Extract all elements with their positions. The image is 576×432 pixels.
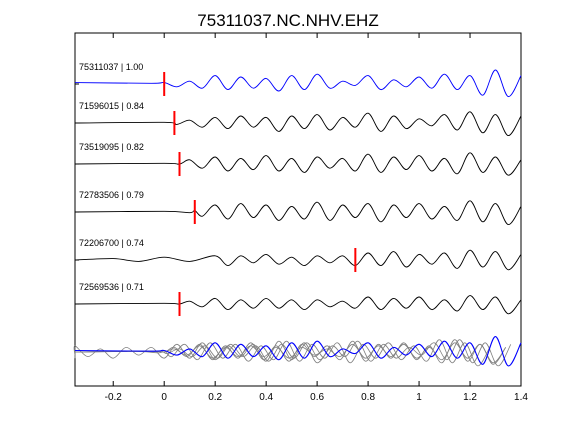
x-tick-label: 1.2	[463, 392, 477, 403]
x-tick-label: 1.4	[514, 392, 528, 403]
trace-label-2: 71596015 | 0.84	[79, 101, 144, 111]
overlay-stack	[73, 336, 522, 367]
trace-line-4	[74, 200, 522, 226]
overlay-line-2	[74, 339, 512, 367]
trace-label-5: 72206700 | 0.74	[79, 238, 144, 248]
x-tick-label: -0.2	[105, 392, 123, 403]
trace-line-3	[74, 152, 522, 176]
x-tick-label: 0.2	[208, 392, 222, 403]
trace-line-1	[74, 69, 522, 98]
x-tick-label: 0.6	[310, 392, 324, 403]
trace-line-5	[74, 249, 522, 271]
trace-label-3: 73519095 | 0.82	[79, 142, 144, 152]
trace-group: 75311037 | 1.00 71596015 | 0.84 73519095 |…	[74, 62, 522, 316]
overlay-line-3	[74, 339, 507, 365]
x-tick-label: 1	[416, 392, 422, 403]
chart-title: 75311037.NC.NHV.EHZ	[197, 11, 378, 30]
overlay-line-1	[74, 336, 522, 367]
x-tick-label: 0.8	[361, 392, 375, 403]
x-tick-label: 0.4	[259, 392, 273, 403]
plot-frame	[74, 32, 522, 387]
trace-label-1: 75311037 | 1.00	[79, 62, 143, 72]
x-tick-label: 0	[161, 392, 167, 403]
x-axis: -0.2 0 0.2 0.4 0.6 0.8 1 1.2 1.4	[105, 33, 528, 403]
overlay-line-4	[74, 339, 491, 367]
trace-label-4: 72783506 | 0.79	[79, 190, 144, 200]
trace-line-2	[74, 111, 522, 137]
trace-line-6	[74, 295, 522, 315]
trace-label-6: 72569536 | 0.71	[79, 282, 144, 292]
